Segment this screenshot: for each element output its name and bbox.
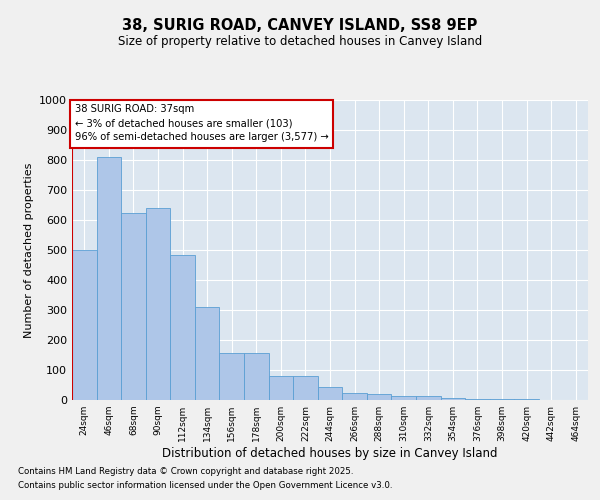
Bar xyxy=(220,352,244,400)
Text: Contains HM Land Registry data © Crown copyright and database right 2025.: Contains HM Land Registry data © Crown c… xyxy=(18,467,353,476)
Bar xyxy=(440,398,465,400)
Bar xyxy=(342,394,367,400)
Bar xyxy=(72,250,97,400)
Y-axis label: Number of detached properties: Number of detached properties xyxy=(23,162,34,338)
Bar xyxy=(293,376,318,400)
Bar xyxy=(195,307,220,400)
Bar xyxy=(244,352,269,400)
Text: 38 SURIG ROAD: 37sqm
← 3% of detached houses are smaller (103)
96% of semi-detac: 38 SURIG ROAD: 37sqm ← 3% of detached ho… xyxy=(74,104,328,142)
Text: 38, SURIG ROAD, CANVEY ISLAND, SS8 9EP: 38, SURIG ROAD, CANVEY ISLAND, SS8 9EP xyxy=(122,18,478,32)
Bar xyxy=(416,396,440,400)
X-axis label: Distribution of detached houses by size in Canvey Island: Distribution of detached houses by size … xyxy=(162,447,498,460)
Bar xyxy=(465,398,490,400)
Bar xyxy=(318,388,342,400)
Bar xyxy=(146,208,170,400)
Bar xyxy=(170,254,195,400)
Bar xyxy=(490,399,514,400)
Bar xyxy=(121,212,146,400)
Text: Size of property relative to detached houses in Canvey Island: Size of property relative to detached ho… xyxy=(118,35,482,48)
Bar xyxy=(367,394,391,400)
Bar xyxy=(391,396,416,400)
Bar xyxy=(97,157,121,400)
Text: Contains public sector information licensed under the Open Government Licence v3: Contains public sector information licen… xyxy=(18,481,392,490)
Bar xyxy=(269,376,293,400)
